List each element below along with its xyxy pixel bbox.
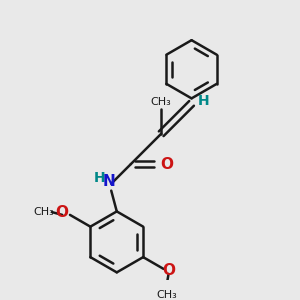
- Text: O: O: [56, 205, 69, 220]
- Text: CH₃: CH₃: [156, 290, 177, 300]
- Text: CH₃: CH₃: [33, 207, 54, 217]
- Text: O: O: [162, 263, 175, 278]
- Text: CH₃: CH₃: [151, 97, 172, 107]
- Text: H: H: [94, 171, 105, 184]
- Text: H: H: [198, 94, 210, 108]
- Text: N: N: [103, 174, 116, 189]
- Text: O: O: [160, 157, 173, 172]
